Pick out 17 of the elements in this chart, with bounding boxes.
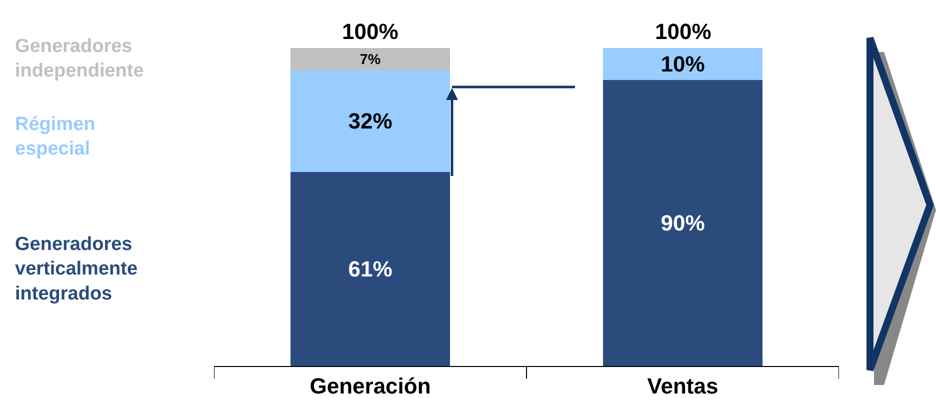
data-label: 90% [660,210,705,236]
bar [290,172,450,366]
text: Generadores verticalmente integrados [15,234,138,304]
bar [603,48,762,80]
data-label: 32% [348,108,392,134]
total-label: 100% [655,19,712,44]
data-label: 61% [348,256,392,282]
bar [290,70,450,172]
x-tick-label: Generación [310,373,431,398]
data-label: 10% [660,51,705,76]
bar [603,80,762,366]
data-label: 7% [360,52,381,68]
text: Régimen especial [15,114,96,160]
text: Generadores independiente [15,36,144,82]
bar [290,48,450,70]
x-tick-label: Ventas [647,373,718,398]
total-label: 100% [342,19,398,44]
